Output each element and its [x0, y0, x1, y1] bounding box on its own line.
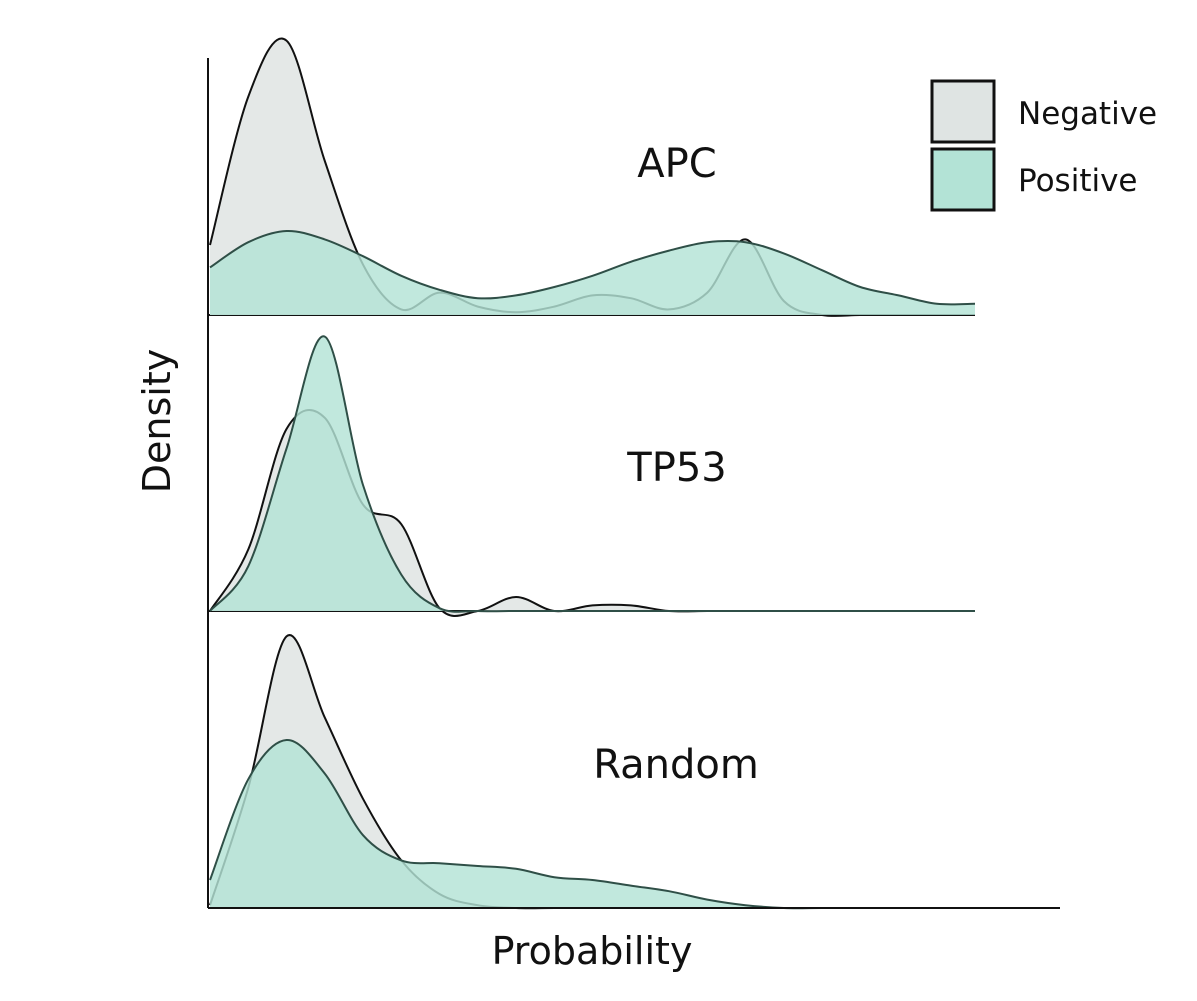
- panel-label-apc: APC: [637, 141, 716, 187]
- y-axis-label: Density: [135, 349, 179, 493]
- legend-swatch-positive: [930, 147, 996, 212]
- panel-label-tp53: TP53: [626, 445, 726, 491]
- panel-random: Random: [208, 634, 975, 910]
- legend-label-negative: Negative: [1018, 96, 1157, 132]
- legend: Negative Positive: [930, 79, 1157, 212]
- density-area-tp53-negative: [210, 409, 975, 616]
- panel-label-random: Random: [593, 742, 759, 788]
- density-area-apc-positive: [210, 230, 975, 315]
- density-line-apc-positive: [209, 229, 976, 306]
- legend-swatch-negative: [930, 79, 996, 144]
- density-area-tp53-positive: [210, 336, 975, 612]
- density-line-tp53-positive: [209, 335, 975, 613]
- panel-tp53: TP53: [208, 335, 975, 617]
- density-area-random-positive: [210, 739, 975, 909]
- chart-panels: APC TP53 Random: [208, 37, 976, 910]
- panel-apc: APC: [208, 37, 976, 318]
- x-axis-label: Probability: [492, 929, 693, 973]
- legend-label-positive: Positive: [1018, 163, 1138, 199]
